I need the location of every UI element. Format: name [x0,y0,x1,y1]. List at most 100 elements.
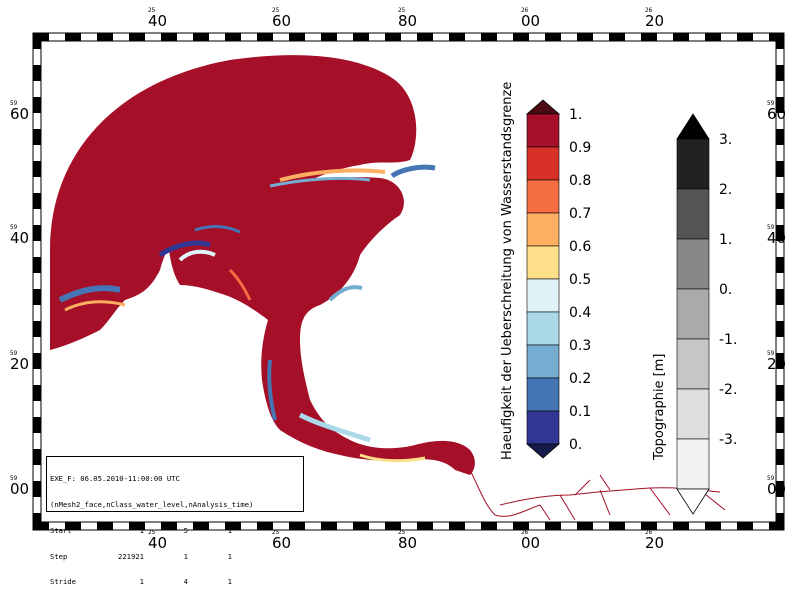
border-segment [776,321,784,337]
border-segment [289,522,305,530]
colorbar-swatch [526,212,560,247]
tick-label-minutes: 40 [10,229,29,247]
border-segment [776,257,784,273]
colorbar-under-triangle [676,488,710,515]
colorbar-swatch [676,288,710,340]
tick-label-minutes: 40 [148,12,167,30]
border-segment [33,65,41,81]
colorbar-swatch [526,278,560,313]
colorbar-label: 0. [569,437,582,453]
colorbar-over-triangle [525,99,561,115]
colorbar-topography-title: Topographie [m] [652,354,667,462]
border-segment [65,33,81,41]
colorbar-swatch [526,179,560,214]
tick-label-degrees: 25 [148,7,156,14]
tick-label-minutes: 60 [767,105,786,123]
border-segment [129,33,145,41]
border-segment [609,33,625,41]
tick-label-minutes: 20 [645,12,664,30]
border-segment [33,161,41,177]
border-segment [385,522,401,530]
tick-label-degrees: 59 [767,224,775,231]
tick-label-degrees: 26 [521,7,529,14]
info-timestamp: EXE_F: 06.05.2010-11:00:00 UTC [50,474,180,484]
border-segment [321,33,337,41]
colorbar-swatch [676,138,710,190]
border-segment [705,33,721,41]
border-segment [225,33,241,41]
info-row-stride: Stride 1 4 1 [50,578,300,587]
colorbar-label: 0.8 [569,173,591,189]
border-segment [33,193,41,209]
border-segment [65,522,81,530]
border-segment [257,33,273,41]
inner-frame [40,40,777,523]
border-segment [33,417,41,433]
info-row-step: Step 221921 1 1 [50,551,300,562]
tick-label-minutes: 60 [272,534,291,552]
border-segment [513,33,529,41]
colorbar-label: 0.6 [569,239,591,255]
tick-label-degrees: 59 [10,350,18,357]
tick-label-minutes: 20 [645,534,664,552]
border-segment [161,522,177,530]
tick-label-degrees: 59 [10,224,18,231]
info-dimensions: (nMesh2_face,nClass_water_level,nAnalysi… [50,499,254,509]
border-segment [776,385,784,401]
tick-label-minutes: 00 [10,480,29,498]
border-segment [641,33,657,41]
border-segment [641,522,657,530]
colorbar-label: 0.5 [569,272,591,288]
border-segment [417,33,433,41]
colorbar-over-triangle [676,113,710,140]
border-segment [97,33,113,41]
info-row-value: 1 [183,551,188,561]
colorbar-label: 3. [719,132,732,148]
colorbar-swatch [676,438,710,490]
border-segment [481,33,497,41]
colorbar-frequency-title: Haeufigkeit der Ueberschreitung von Wass… [500,82,515,460]
border-segment [33,385,41,401]
info-row-value: 1 [227,525,232,535]
info-row-start: Start 1 5 1 [50,525,300,536]
info-row-value: 1 [227,577,232,587]
tick-label-minutes: 40 [148,534,167,552]
colorbar-label: 0.4 [569,305,591,321]
border-segment [225,522,241,530]
border-segment [705,522,721,530]
outer-frame [32,32,785,531]
border-segment [776,65,784,81]
border-segment [776,481,784,497]
border-segment [193,33,209,41]
border-segment [513,522,529,530]
border-segment [776,225,784,241]
border-segment [545,522,561,530]
colorbar-label: -2. [719,382,737,398]
border-segment [776,289,784,305]
border-segment [776,417,784,433]
border-segment [673,522,689,530]
colorbar-swatch [526,377,560,412]
tick-label-minutes: 20 [10,355,29,373]
border-segment [449,522,465,530]
colorbar-label: 0.2 [569,371,591,387]
colorbar-swatch [526,344,560,379]
tick-label-degrees: 59 [10,100,18,107]
border-segment [776,193,784,209]
tick-label-degrees: 59 [767,100,775,107]
border-segment [577,33,593,41]
border-segment [33,321,41,337]
border-segment [545,33,561,41]
tick-label-minutes: 80 [398,534,417,552]
border-segment [161,33,177,41]
info-row-value: 1 [227,551,232,561]
info-row-value: 1 [139,525,144,535]
colorbar-swatch [676,188,710,240]
info-row-label: Start [50,525,72,535]
colorbar-swatch [526,113,560,148]
border-segment [776,449,784,465]
colorbar-label: 0.9 [569,140,591,156]
tick-label-minutes: 40 [767,229,786,247]
info-row-value: 4 [183,577,188,587]
